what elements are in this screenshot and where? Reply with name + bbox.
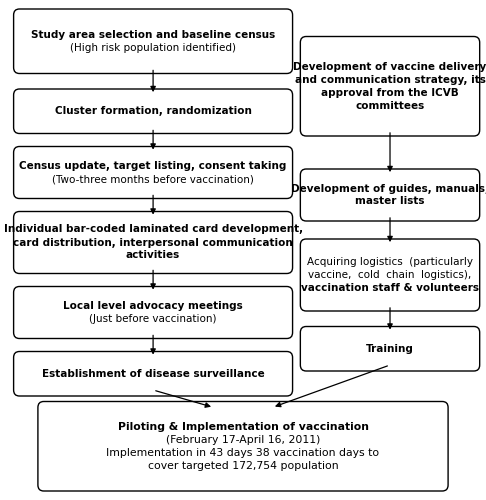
FancyBboxPatch shape [14,212,293,274]
Text: Training: Training [366,344,414,354]
Text: (February 17-April 16, 2011): (February 17-April 16, 2011) [166,434,320,445]
Text: Individual bar-coded laminated card development,: Individual bar-coded laminated card deve… [3,224,303,234]
FancyBboxPatch shape [300,36,480,136]
FancyBboxPatch shape [14,352,293,396]
Text: Piloting & Implementation of vaccination: Piloting & Implementation of vaccination [118,422,368,432]
Text: (Two-three months before vaccination): (Two-three months before vaccination) [52,174,254,184]
Text: vaccination staff & volunteers: vaccination staff & volunteers [301,283,479,293]
FancyBboxPatch shape [300,326,480,371]
Text: (High risk population identified): (High risk population identified) [70,43,236,52]
Text: Acquiring logistics  (particularly: Acquiring logistics (particularly [307,257,473,267]
Text: Establishment of disease surveillance: Establishment of disease surveillance [42,369,264,379]
Text: activities: activities [126,250,180,260]
FancyBboxPatch shape [14,146,293,199]
Text: Development of vaccine delivery: Development of vaccine delivery [294,62,486,72]
FancyBboxPatch shape [14,286,293,339]
Text: vaccine,  cold  chain  logistics),: vaccine, cold chain logistics), [309,270,471,280]
Text: Cluster formation, randomization: Cluster formation, randomization [54,106,252,116]
FancyBboxPatch shape [14,89,293,134]
FancyBboxPatch shape [14,9,293,74]
Text: Study area selection and baseline census: Study area selection and baseline census [31,30,275,40]
Text: Implementation in 43 days 38 vaccination days to: Implementation in 43 days 38 vaccination… [106,448,380,458]
Text: master lists: master lists [355,196,425,206]
Text: card distribution, interpersonal communication: card distribution, interpersonal communi… [13,238,293,248]
Text: Development of guides, manuals,: Development of guides, manuals, [291,184,486,194]
FancyBboxPatch shape [300,169,480,221]
Text: and communication strategy, its: and communication strategy, its [295,74,486,85]
Text: (Just before vaccination): (Just before vaccination) [89,314,217,324]
Text: approval from the ICVB: approval from the ICVB [321,88,459,98]
Text: Local level advocacy meetings: Local level advocacy meetings [63,301,243,311]
FancyBboxPatch shape [38,402,448,491]
Text: committees: committees [355,100,425,110]
FancyBboxPatch shape [300,239,480,311]
Text: Census update, target listing, consent taking: Census update, target listing, consent t… [19,161,287,171]
Text: cover targeted 172,754 population: cover targeted 172,754 population [148,461,338,471]
